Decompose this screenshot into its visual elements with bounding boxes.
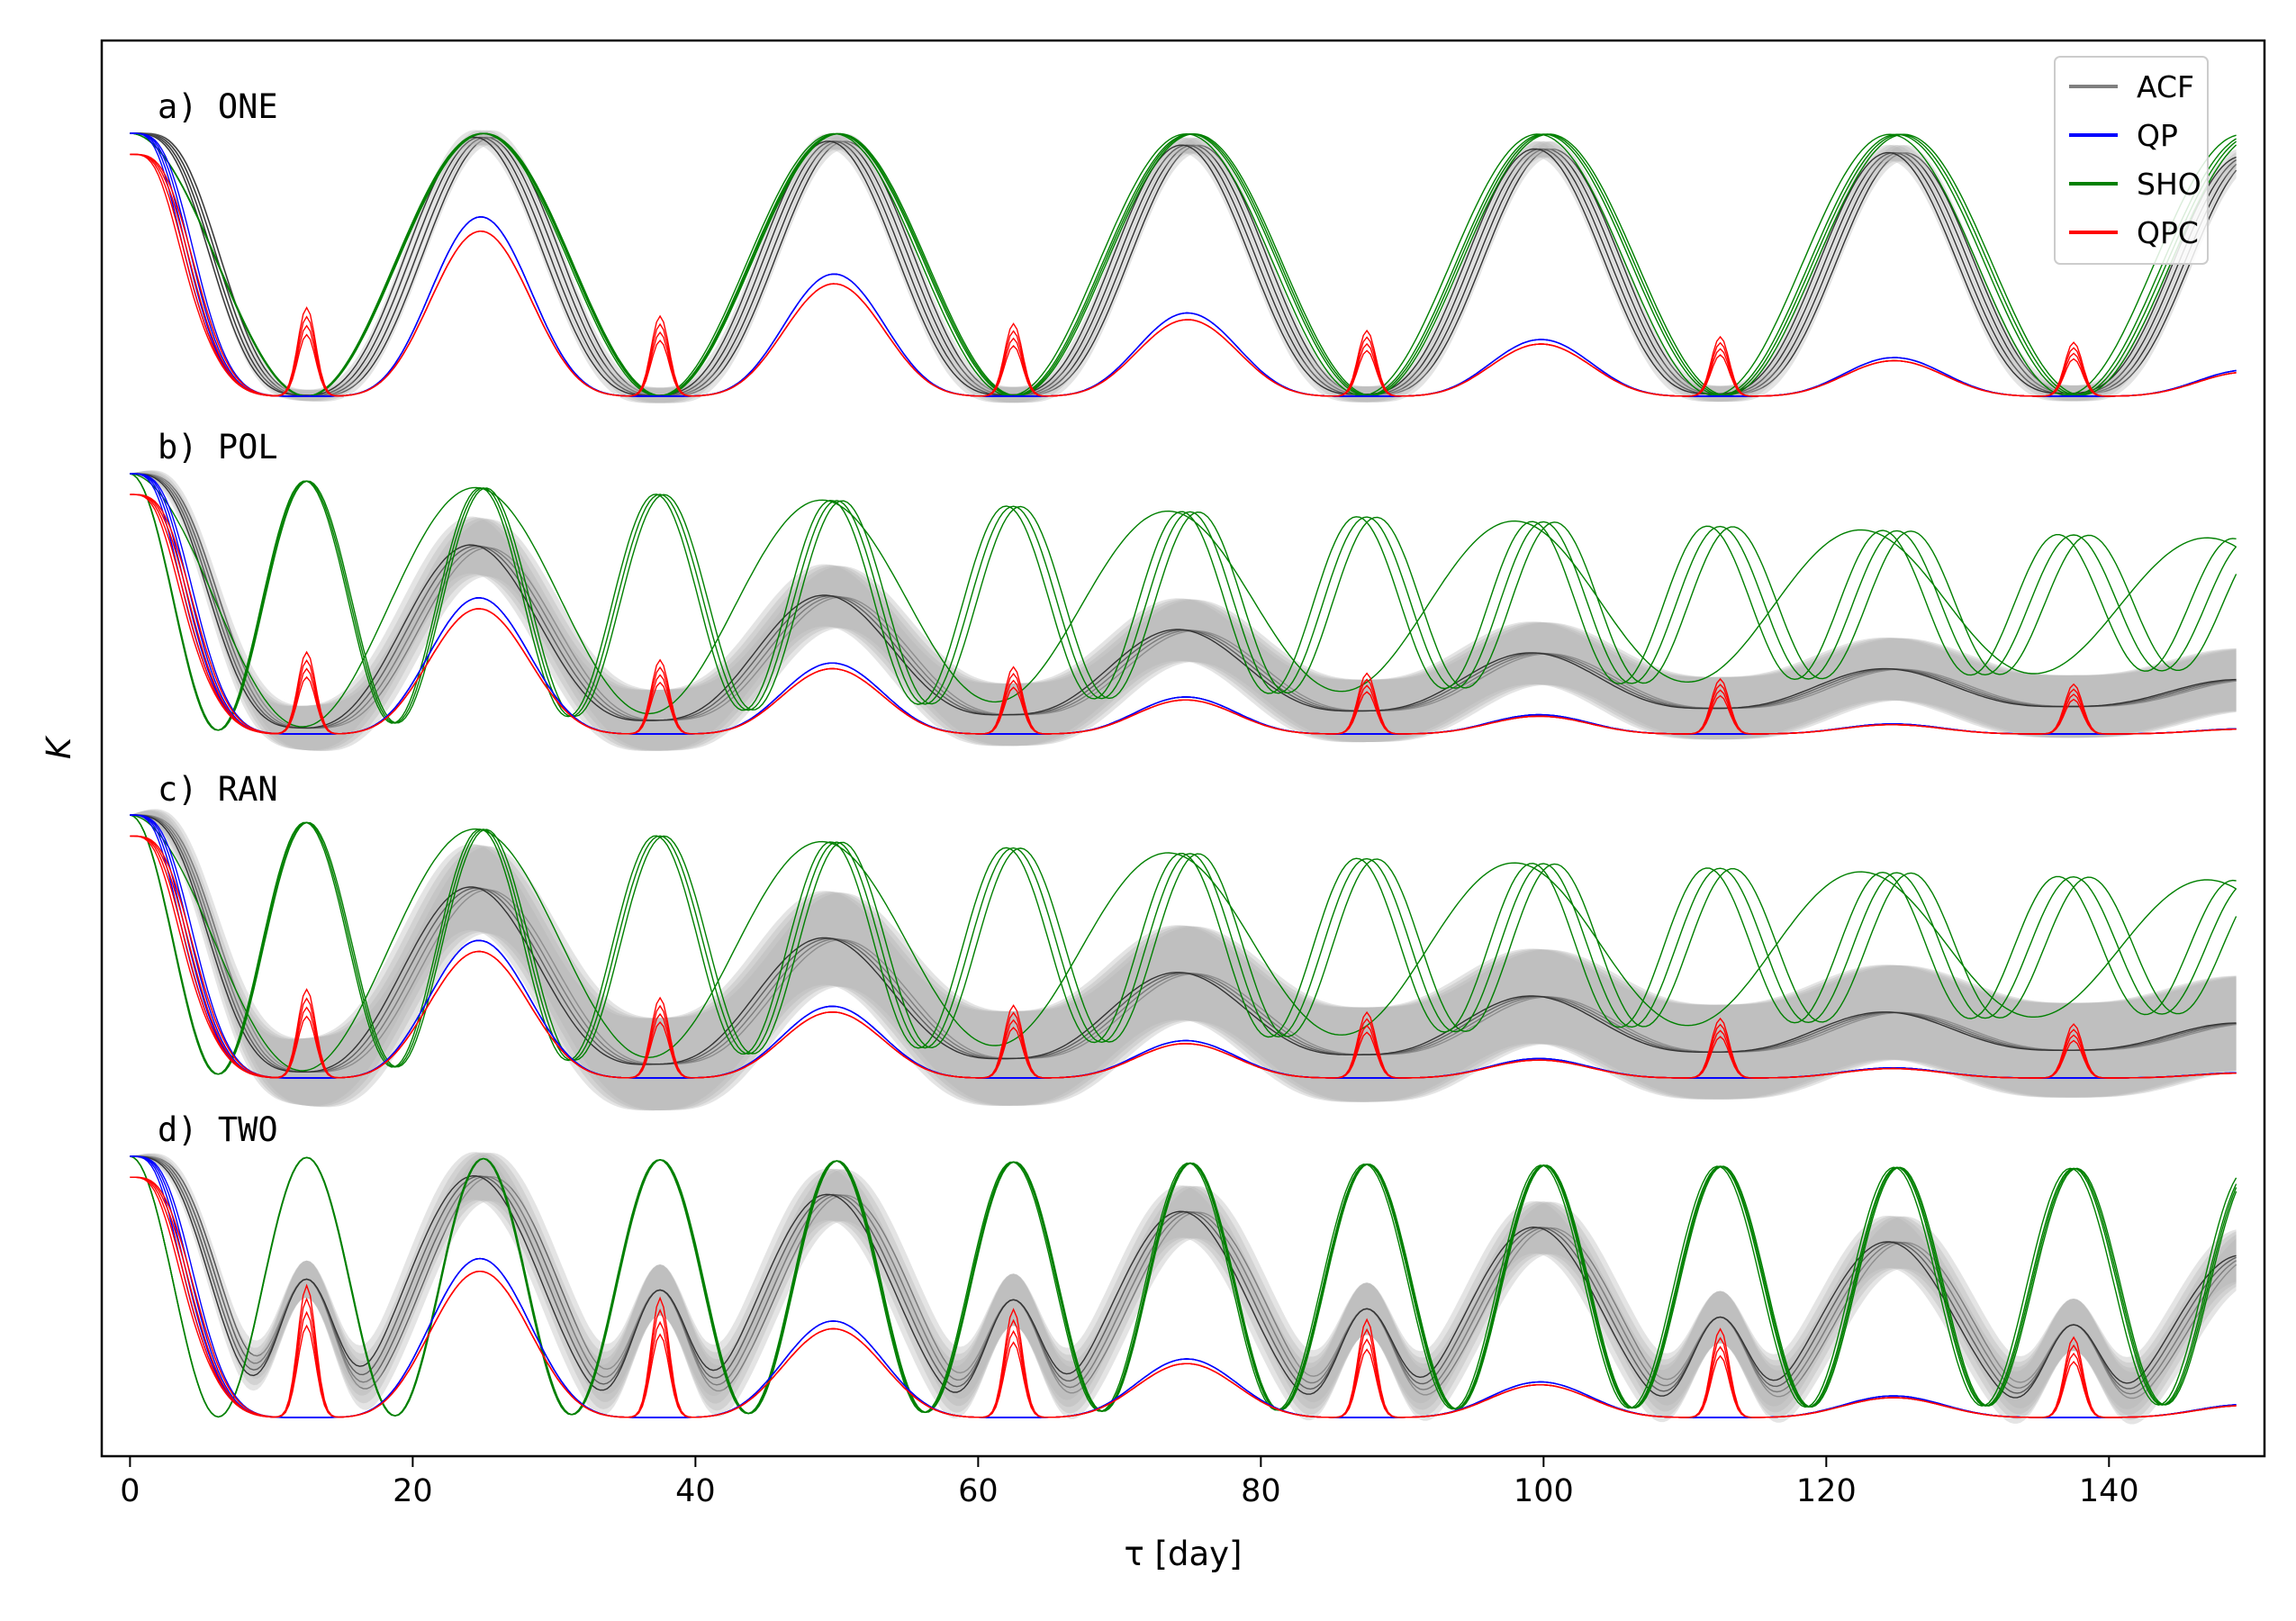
acf-band — [130, 130, 2237, 403]
acf-band — [130, 130, 2237, 403]
x-tick-label: 100 — [1514, 1473, 1574, 1509]
x-tick-label: 0 — [120, 1473, 140, 1509]
acf-line — [130, 1155, 2237, 1399]
qp-line — [130, 1155, 2237, 1418]
acf-band — [130, 470, 2237, 751]
qpc-line — [130, 153, 2237, 397]
acf-band — [130, 471, 2237, 751]
x-tick-label: 120 — [1796, 1473, 1857, 1509]
sho-line — [130, 473, 2237, 731]
plot-frame — [100, 39, 2266, 1458]
x-tick-label: 60 — [958, 1473, 999, 1509]
sho-line — [130, 1155, 2237, 1418]
panel-d — [130, 1152, 2237, 1425]
acf-band — [130, 810, 2237, 1110]
acf-band — [130, 810, 2237, 1111]
acf-line — [130, 1155, 2237, 1399]
panel-a — [130, 130, 2237, 403]
x-tick-label: 20 — [393, 1473, 433, 1509]
y-axis-title: K — [40, 735, 78, 759]
plot-area — [130, 130, 2237, 1425]
panel-label-a: a) ONE — [158, 87, 278, 126]
acf-line — [130, 132, 2237, 397]
x-axis: 0 20 40 60 80 100 120 140 — [120, 1456, 2139, 1509]
acf-band — [130, 810, 2237, 1111]
acf-band — [130, 1152, 2237, 1424]
qp-line — [130, 814, 2237, 1079]
x-tick-label: 80 — [1241, 1473, 1281, 1509]
acf-band — [130, 809, 2237, 1110]
acf-line — [130, 814, 2237, 1073]
panel-labels: a) ONE b) POL c) RAN d) TWO — [158, 87, 278, 1149]
legend-label: QPC — [2137, 215, 2199, 250]
sho-line — [130, 473, 2237, 731]
sho-line — [130, 814, 2237, 1075]
x-tick-label: 40 — [675, 1473, 716, 1509]
sho-line — [130, 132, 2237, 397]
qpc-line — [130, 494, 2237, 735]
sho-line — [130, 814, 2237, 1075]
panel-label-b: b) POL — [158, 428, 278, 466]
acf-line — [130, 814, 2237, 1073]
acf-line — [130, 132, 2237, 396]
qp-line — [130, 132, 2237, 397]
legend-label: ACF — [2137, 69, 2194, 104]
panel-c — [130, 809, 2237, 1111]
x-axis-title: τ [day] — [1125, 1535, 1243, 1573]
qpc-line — [130, 835, 2237, 1079]
legend-box — [2054, 56, 2209, 265]
legend-label: SHO — [2137, 167, 2201, 202]
legend: ACF QP SHO QPC — [2054, 56, 2209, 265]
acf-line — [130, 473, 2237, 729]
acf-line — [130, 473, 2237, 729]
x-tick-label: 140 — [2079, 1473, 2139, 1509]
qpc-line — [130, 1176, 2237, 1418]
acf-band — [130, 1153, 2237, 1425]
legend-label: QP — [2137, 118, 2178, 153]
panel-label-d: d) TWO — [158, 1110, 278, 1149]
acf-band — [130, 471, 2237, 751]
panel-label-c: c) RAN — [158, 770, 278, 809]
qp-line — [130, 473, 2237, 735]
acf-band — [130, 470, 2237, 751]
panel-b — [130, 470, 2237, 751]
